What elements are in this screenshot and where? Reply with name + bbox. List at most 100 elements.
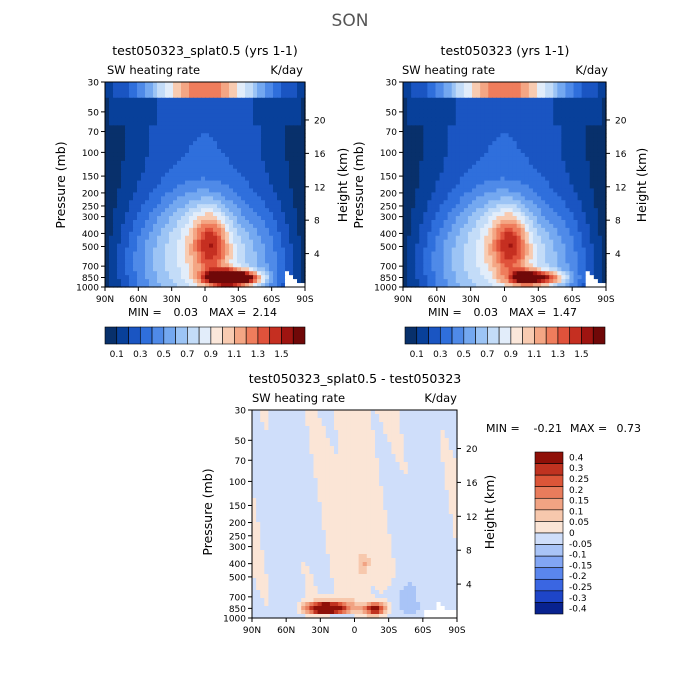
panel-1-cell — [153, 212, 158, 217]
panel-1-cell — [205, 219, 210, 225]
panel-1-cell — [245, 164, 250, 170]
panel-2-cell — [561, 255, 566, 260]
panel-1-cell — [165, 152, 170, 158]
panel-2-cell — [415, 243, 420, 249]
panel-1-cell — [193, 192, 198, 197]
panel-2-cell — [573, 172, 579, 178]
panel-2-cell — [439, 231, 445, 237]
panel-1-cell — [257, 223, 262, 229]
panel-2-cell — [553, 109, 558, 115]
panel-1-cell — [105, 196, 110, 201]
panel-2-cell — [439, 192, 445, 197]
panel-1-cell — [125, 212, 130, 217]
panel-1-cell — [201, 216, 206, 221]
panel-1-cell — [109, 255, 114, 260]
panel-2-cell — [589, 121, 595, 126]
panel-1-cell — [285, 208, 290, 213]
x-tick-label: 30N — [163, 295, 181, 305]
height-tick-label: 8 — [314, 217, 320, 227]
panel-1-cell — [237, 251, 242, 257]
panel-1-cell — [297, 97, 302, 103]
panel-1-cell — [125, 208, 130, 213]
panel-2-cell — [427, 101, 433, 107]
panel-1-cell — [217, 137, 222, 142]
panel-1-cell — [241, 219, 246, 225]
panel-2-cell — [480, 168, 485, 174]
panel-1-cell — [113, 227, 118, 233]
panel-1-cell — [193, 156, 198, 162]
panel-1-cell — [141, 204, 146, 209]
panel-2-cell — [431, 204, 437, 209]
panel-2-cell — [496, 117, 502, 123]
panel-2-cell — [585, 184, 591, 190]
panel-2-cell — [593, 137, 599, 142]
panel-2-cell — [407, 105, 412, 111]
panel-2-cell — [480, 231, 485, 237]
panel-2-cell — [524, 208, 530, 213]
panel-1-cell — [113, 196, 118, 201]
panel-1-cell — [185, 133, 190, 138]
panel-2-cell — [492, 160, 497, 166]
panel-2-cell — [577, 172, 583, 178]
panel-2-cell — [451, 93, 457, 99]
panel-2-cell — [593, 251, 599, 257]
panel-1-cell — [153, 235, 158, 241]
panel-1-cell — [237, 97, 242, 103]
panel-2-cell — [577, 235, 583, 241]
panel-2-cell — [577, 168, 583, 174]
panel-2-cell — [476, 164, 481, 170]
panel-2-cell — [443, 168, 449, 174]
panel-2-cell — [451, 129, 457, 134]
panel-2-cell — [496, 172, 502, 178]
panel-1-cell — [169, 227, 174, 233]
panel-1-cell — [113, 105, 118, 111]
panel-2-cell — [415, 133, 420, 138]
panel-2-cell — [569, 93, 575, 99]
panel-2-cell — [423, 109, 428, 115]
panel-1-cell — [133, 267, 138, 272]
panel-1-cell — [161, 156, 166, 162]
panel-2-cell — [516, 208, 522, 213]
panel-1-cell — [289, 204, 294, 209]
panel-2-cell — [597, 125, 603, 130]
panel-1-cell — [141, 82, 146, 87]
panel-2-cell — [480, 85, 485, 91]
panel-1-cell — [185, 267, 190, 272]
panel-2-cell — [411, 141, 416, 146]
panel-1-cell — [245, 227, 250, 233]
panel-1-cell — [121, 105, 126, 111]
panel-1-cell — [157, 251, 162, 257]
panel-2-cell — [532, 231, 538, 237]
panel-2-cell — [516, 109, 522, 115]
panel-1-cell — [177, 101, 182, 107]
panel-1-cell — [301, 180, 306, 186]
panel-2-cell — [528, 109, 534, 115]
panel-2-cell — [553, 204, 558, 209]
panel-1-cell — [273, 82, 278, 87]
panel-1-cell — [173, 97, 178, 103]
panel-1-cell — [285, 164, 290, 170]
panel-1-cell — [213, 180, 218, 186]
panel-2-cell — [536, 239, 542, 245]
panel-1-cell — [249, 97, 254, 103]
panel-2-cell — [403, 105, 408, 111]
panel-2-cell — [532, 164, 538, 170]
panel-2-cell — [541, 168, 546, 174]
panel-1-cell — [189, 196, 194, 201]
panel-1-cell — [121, 196, 126, 201]
panel-2-cell — [443, 184, 449, 190]
panel-1-cell — [297, 271, 302, 276]
panel-2-cell — [447, 196, 453, 201]
panel-1-cell — [201, 239, 206, 245]
panel-1-cell — [137, 156, 142, 162]
panel-1-cell — [273, 129, 278, 134]
panel-2-cell — [593, 223, 599, 229]
panel-1-cell — [269, 184, 274, 190]
panel-1-cell — [237, 145, 242, 150]
panel-2-cell — [488, 204, 493, 209]
panel-1-cell — [113, 267, 118, 272]
panel-1-cell — [181, 85, 186, 91]
panel-2-cell — [488, 212, 493, 217]
panel-1-cell — [245, 259, 250, 264]
panel-1-cell — [253, 188, 258, 193]
